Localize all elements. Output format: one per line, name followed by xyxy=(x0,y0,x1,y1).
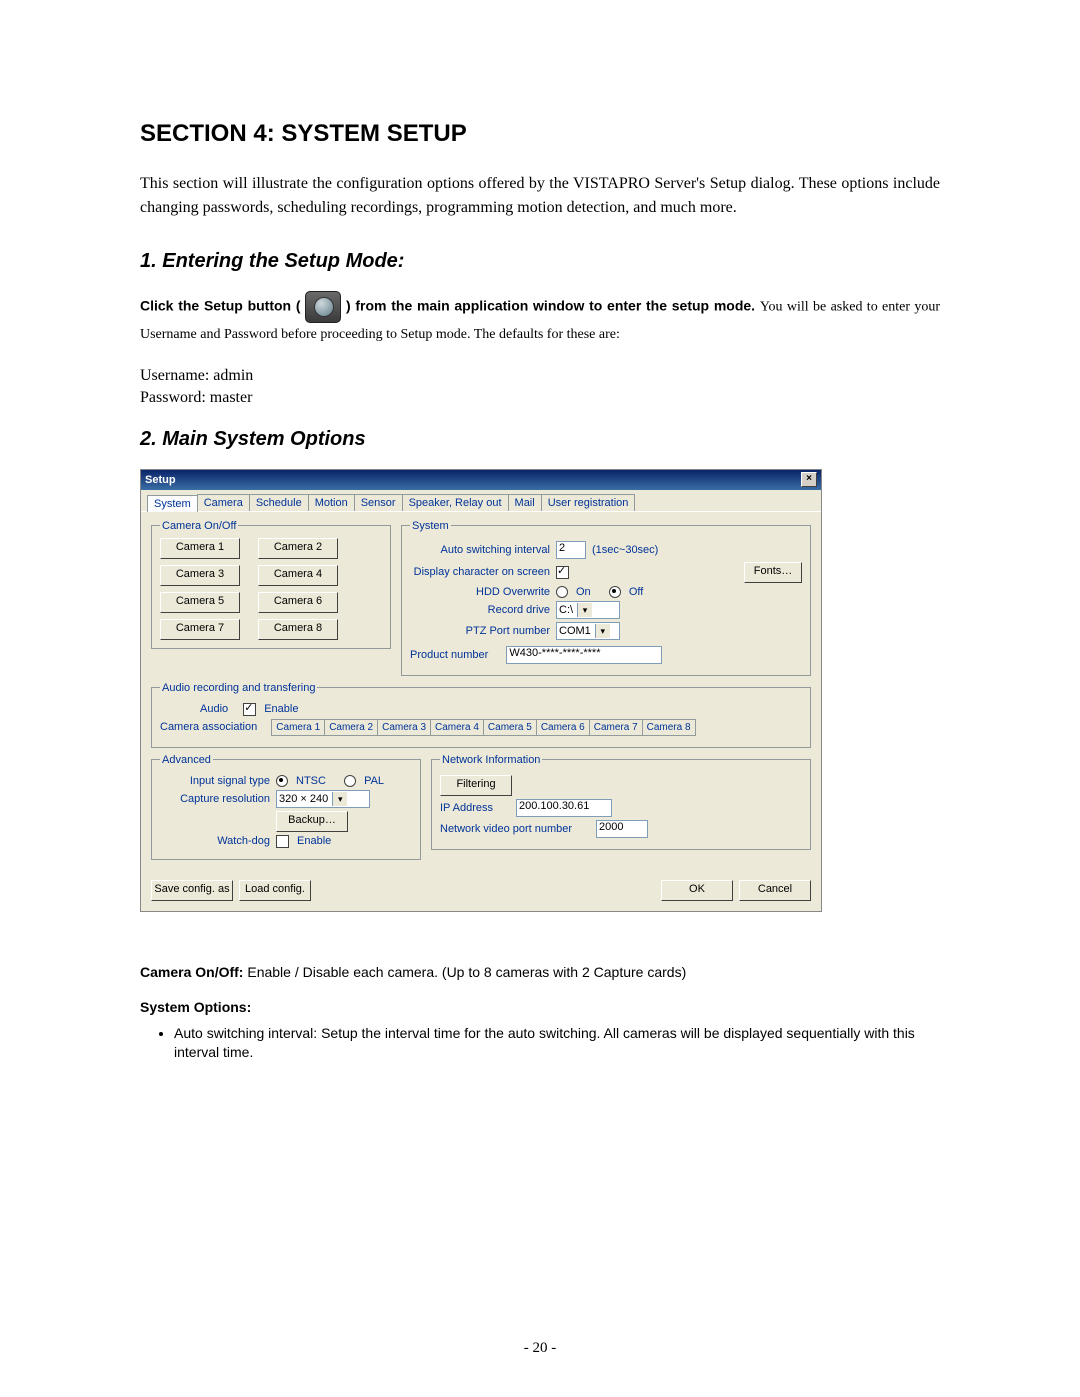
input-signal-label: Input signal type xyxy=(160,775,270,787)
display-char-label: Display character on screen xyxy=(410,566,550,578)
tab-sensor[interactable]: Sensor xyxy=(354,494,403,511)
camera-3-button[interactable]: Camera 3 xyxy=(160,565,240,586)
camera-2-button[interactable]: Camera 2 xyxy=(258,538,338,559)
camera-4-button[interactable]: Camera 4 xyxy=(258,565,338,586)
chevron-down-icon[interactable]: ▾ xyxy=(595,624,610,638)
camera-5-button[interactable]: Camera 5 xyxy=(160,592,240,613)
camera-onoff-desc: Camera On/Off: Enable / Disable each cam… xyxy=(140,962,940,983)
capture-res-combo[interactable]: 320 × 240▾ xyxy=(276,790,370,808)
camera-onoff-group: Camera On/Off Camera 1 Camera 2 Camera 3… xyxy=(151,520,391,649)
net-port-label: Network video port number xyxy=(440,823,590,835)
auto-switching-hint: (1sec~30sec) xyxy=(592,544,658,556)
network-info-group: Network Information Filtering IP Address… xyxy=(431,754,811,850)
tab-motion[interactable]: Motion xyxy=(308,494,355,511)
system-options-heading: System Options: xyxy=(140,999,251,1015)
dialog-title: Setup xyxy=(145,474,176,486)
network-info-legend: Network Information xyxy=(440,754,542,766)
setup-dialog: Setup × System Camera Schedule Motion Se… xyxy=(140,469,822,912)
assoc-cam6[interactable]: Camera 6 xyxy=(536,719,590,736)
hdd-overwrite-label: HDD Overwrite xyxy=(410,586,550,598)
audio-enable-label: Enable xyxy=(264,703,298,715)
product-number-field: W430-****-****-**** xyxy=(506,646,662,664)
watchdog-label: Watch-dog xyxy=(160,835,270,847)
advanced-legend: Advanced xyxy=(160,754,213,766)
assoc-cam3[interactable]: Camera 3 xyxy=(377,719,431,736)
display-char-checkbox[interactable] xyxy=(556,566,569,579)
tab-strip: System Camera Schedule Motion Sensor Spe… xyxy=(141,490,821,512)
capture-res-label: Capture resolution xyxy=(160,793,270,805)
camera-8-button[interactable]: Camera 8 xyxy=(258,619,338,640)
ntsc-label: NTSC xyxy=(296,775,326,787)
assoc-cam8[interactable]: Camera 8 xyxy=(642,719,696,736)
chevron-down-icon[interactable]: ▾ xyxy=(577,603,592,617)
ip-address-label: IP Address xyxy=(440,802,510,814)
filtering-button[interactable]: Filtering xyxy=(440,775,512,796)
ptz-port-combo[interactable]: COM1▾ xyxy=(556,622,620,640)
setup-pre-text: Click the Setup button ( xyxy=(140,298,301,314)
camera-6-button[interactable]: Camera 6 xyxy=(258,592,338,613)
off-label: Off xyxy=(629,586,643,598)
assoc-cam4[interactable]: Camera 4 xyxy=(430,719,484,736)
audio-label: Audio xyxy=(200,703,228,715)
watchdog-enable-label: Enable xyxy=(297,835,331,847)
load-config-button[interactable]: Load config. xyxy=(239,880,311,901)
tab-user-registration[interactable]: User registration xyxy=(541,494,636,511)
setup-post-bold: ) from the main application window to en… xyxy=(346,298,755,314)
camera-assoc-label: Camera association xyxy=(160,721,257,733)
assoc-cam2[interactable]: Camera 2 xyxy=(324,719,378,736)
default-password: Password: master xyxy=(140,387,940,409)
backup-button[interactable]: Backup… xyxy=(276,811,348,832)
section-heading: SECTION 4: SYSTEM SETUP xyxy=(140,120,940,148)
hdd-off-radio[interactable] xyxy=(609,586,621,598)
assoc-cam7[interactable]: Camera 7 xyxy=(589,719,643,736)
page-number: - 20 - xyxy=(0,1340,1080,1357)
cancel-button[interactable]: Cancel xyxy=(739,880,811,901)
watchdog-checkbox[interactable] xyxy=(276,835,289,848)
on-label: On xyxy=(576,586,591,598)
auto-switching-label: Auto switching interval xyxy=(410,544,550,556)
fonts-button[interactable]: Fonts… xyxy=(744,562,802,583)
ip-address-field: 200.100.30.61 xyxy=(516,799,612,817)
close-icon[interactable]: × xyxy=(801,472,817,487)
tab-system[interactable]: System xyxy=(147,495,198,512)
ok-button[interactable]: OK xyxy=(661,880,733,901)
default-username: Username: admin xyxy=(140,365,940,387)
bullet-auto-switching: Auto switching interval: Setup the inter… xyxy=(174,1024,940,1063)
tab-camera[interactable]: Camera xyxy=(197,494,250,511)
assoc-cam5[interactable]: Camera 5 xyxy=(483,719,537,736)
setup-button-icon xyxy=(305,291,341,323)
advanced-group: Advanced Input signal type NTSC PAL Capt… xyxy=(151,754,421,860)
subsection-2-title: 2. Main System Options xyxy=(140,428,940,451)
assoc-cam1[interactable]: Camera 1 xyxy=(271,719,325,736)
camera-7-button[interactable]: Camera 7 xyxy=(160,619,240,640)
camera-1-button[interactable]: Camera 1 xyxy=(160,538,240,559)
product-number-label: Product number xyxy=(410,649,488,661)
subsection-1-title: 1. Entering the Setup Mode: xyxy=(140,250,940,273)
camera-onoff-legend: Camera On/Off xyxy=(160,520,238,532)
system-legend: System xyxy=(410,520,451,532)
audio-group: Audio recording and transfering Audio En… xyxy=(151,682,811,748)
dialog-titlebar: Setup × xyxy=(141,470,821,490)
setup-instruction: Click the Setup button ( ) from the main… xyxy=(140,291,940,345)
auto-switching-input[interactable]: 2 xyxy=(556,541,586,559)
system-group: System Auto switching interval 2 (1sec~3… xyxy=(401,520,811,676)
camera-association-row: Camera 1 Camera 2 Camera 3 Camera 4 Came… xyxy=(272,719,695,736)
record-drive-combo[interactable]: C:\▾ xyxy=(556,601,620,619)
hdd-on-radio[interactable] xyxy=(556,586,568,598)
save-config-button[interactable]: Save config. as xyxy=(151,880,233,901)
audio-legend: Audio recording and transfering xyxy=(160,682,317,694)
chevron-down-icon[interactable]: ▾ xyxy=(332,792,347,806)
ptz-port-label: PTZ Port number xyxy=(410,625,550,637)
tab-mail[interactable]: Mail xyxy=(508,494,542,511)
tab-speaker-relay[interactable]: Speaker, Relay out xyxy=(402,494,509,511)
intro-paragraph: This section will illustrate the configu… xyxy=(140,172,940,220)
net-port-field[interactable]: 2000 xyxy=(596,820,648,838)
tab-schedule[interactable]: Schedule xyxy=(249,494,309,511)
pal-radio[interactable] xyxy=(344,775,356,787)
audio-enable-checkbox[interactable] xyxy=(243,703,256,716)
ntsc-radio[interactable] xyxy=(276,775,288,787)
pal-label: PAL xyxy=(364,775,384,787)
record-drive-label: Record drive xyxy=(410,604,550,616)
